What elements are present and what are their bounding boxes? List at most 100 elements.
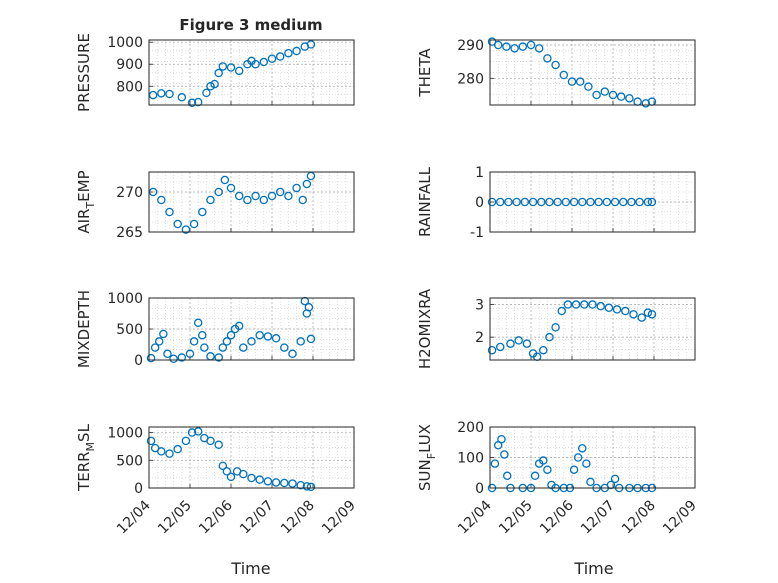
data-point xyxy=(504,197,513,207)
data-point xyxy=(493,40,503,50)
data-point xyxy=(592,90,601,100)
x-axis-label-left: Time xyxy=(230,559,270,578)
data-point xyxy=(214,353,223,362)
y-tick-label: 1000 xyxy=(107,426,143,442)
data-point xyxy=(239,469,248,479)
data-point xyxy=(559,70,569,80)
data-point xyxy=(296,480,305,490)
data-point xyxy=(214,187,223,197)
data-point xyxy=(604,303,614,313)
subplot-pressure: 800 900 1000 PRESSURE xyxy=(75,33,355,112)
subplot-h2omixra: 2 3 H2OMIXRA xyxy=(416,288,696,369)
subplot-rainfall: -1 0 1 RAINFALL xyxy=(416,165,696,241)
data-point xyxy=(612,305,622,314)
data-point xyxy=(520,197,530,207)
data-point xyxy=(267,191,277,201)
data-point xyxy=(198,330,207,340)
data-point xyxy=(561,197,571,207)
data-point xyxy=(165,207,174,217)
data-point xyxy=(214,440,223,449)
y-tick-label: 0 xyxy=(134,481,143,497)
data-point xyxy=(267,54,277,63)
data-point xyxy=(247,473,256,483)
data-point xyxy=(545,332,554,342)
data-point xyxy=(298,195,307,205)
y-tick-label: 280 xyxy=(457,71,484,87)
data-point xyxy=(637,313,646,322)
x-tick-label: 12/06 xyxy=(196,497,236,537)
data-point xyxy=(280,478,289,488)
data-point xyxy=(288,479,297,488)
data-point xyxy=(206,352,215,361)
x-tick-label: 12/06 xyxy=(537,497,577,537)
data-point xyxy=(284,48,293,58)
data-point xyxy=(173,219,182,229)
axes-box xyxy=(489,297,696,361)
data-point xyxy=(567,77,577,86)
data-point xyxy=(251,191,260,201)
y-tick-label: 0 xyxy=(475,481,484,497)
x-tick-label: 12/09 xyxy=(319,498,359,538)
data-point xyxy=(584,82,593,91)
data-point xyxy=(275,52,285,61)
data-point xyxy=(569,465,579,474)
y-tick-label: 3 xyxy=(475,298,484,314)
data-point xyxy=(495,197,505,207)
data-point xyxy=(506,339,515,348)
data-point xyxy=(543,465,552,474)
data-point xyxy=(177,93,187,102)
data-point xyxy=(528,197,538,207)
axes-box xyxy=(148,426,355,489)
data-point xyxy=(189,337,199,346)
axes-box xyxy=(489,39,696,106)
data-point xyxy=(234,321,244,331)
data-point xyxy=(518,42,528,51)
y-axis-label: PRESSURE xyxy=(75,33,93,112)
data-point xyxy=(165,449,174,458)
data-point xyxy=(490,459,500,468)
data-point xyxy=(234,191,244,201)
data-point xyxy=(202,88,211,98)
y-tick-label: 900 xyxy=(116,57,143,73)
data-point xyxy=(193,318,203,328)
y-axis-label: AIRTEMP xyxy=(75,170,97,233)
data-point xyxy=(610,197,620,207)
data-point xyxy=(157,89,166,98)
data-point xyxy=(226,183,236,193)
x-tick-label: 12/05 xyxy=(496,498,536,538)
data-point xyxy=(210,79,219,89)
data-point xyxy=(206,436,215,446)
data-point xyxy=(243,195,252,205)
data-point xyxy=(150,343,160,352)
axes-box xyxy=(489,426,696,489)
data-point xyxy=(502,471,512,481)
data-point xyxy=(148,90,158,100)
data-point xyxy=(522,339,532,348)
data-point xyxy=(185,349,195,359)
data-point xyxy=(487,345,497,355)
x-tick-label: 12/05 xyxy=(155,498,195,538)
y-tick-label: 0 xyxy=(475,195,484,211)
data-point xyxy=(226,63,236,72)
figure-title: Figure 3 medium xyxy=(179,16,322,34)
data-point xyxy=(306,40,316,49)
y-axis-label: TERRMSL xyxy=(75,423,97,492)
data-point xyxy=(280,343,289,352)
y-tick-label: 1 xyxy=(475,165,484,181)
data-point xyxy=(553,197,562,207)
data-point xyxy=(263,477,273,486)
data-point xyxy=(575,77,585,86)
data-point xyxy=(625,94,634,103)
data-point xyxy=(146,353,156,363)
data-point xyxy=(534,44,544,53)
data-point xyxy=(512,197,521,207)
data-point xyxy=(602,197,612,207)
data-point xyxy=(643,197,653,207)
x-tick-label: 12/09 xyxy=(660,498,700,538)
y-tick-label: 500 xyxy=(116,322,143,338)
data-point xyxy=(586,197,595,207)
data-point xyxy=(296,337,305,346)
data-point xyxy=(302,179,312,189)
data-point xyxy=(255,475,264,484)
